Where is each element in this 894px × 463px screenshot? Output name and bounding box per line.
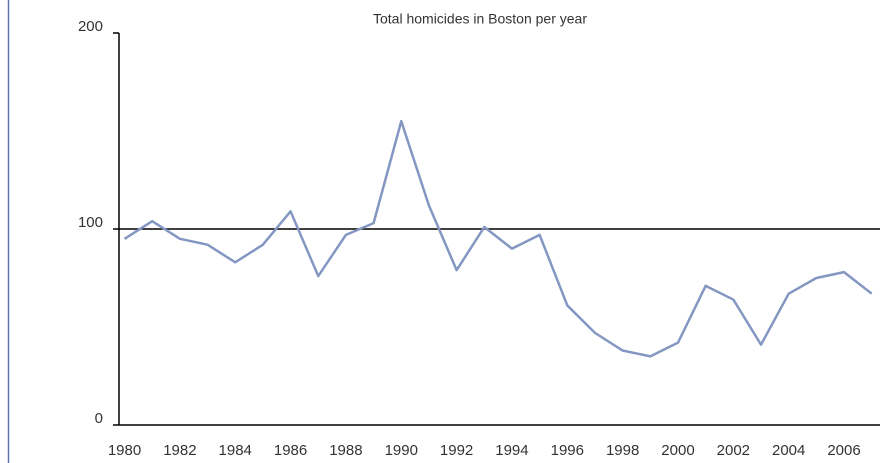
line-series [123,119,873,358]
x-tick-label: 2004 [772,442,805,459]
x-tick-label: 1998 [606,442,639,459]
x-tick-label: 1988 [329,442,362,459]
x-tick-label: 1992 [440,442,473,459]
x-tick-label: 1994 [495,442,528,459]
y-tick-label: 200 [78,18,103,35]
x-tick-label: 1996 [551,442,584,459]
chart-title: Total homicides in Boston per year [373,11,587,27]
y-tick-label: 0 [95,410,103,427]
x-tick-label: 2000 [661,442,694,459]
x-tick-label: 2002 [717,442,750,459]
x-tick-label: 1982 [163,442,196,459]
y-tick-label: 100 [78,214,103,231]
x-tick-label: 2006 [827,442,860,459]
x-tick-label: 1984 [219,442,252,459]
x-tick-label: 1986 [274,442,307,459]
x-tick-label: 1990 [385,442,418,459]
x-tick-label: 1980 [108,442,141,459]
